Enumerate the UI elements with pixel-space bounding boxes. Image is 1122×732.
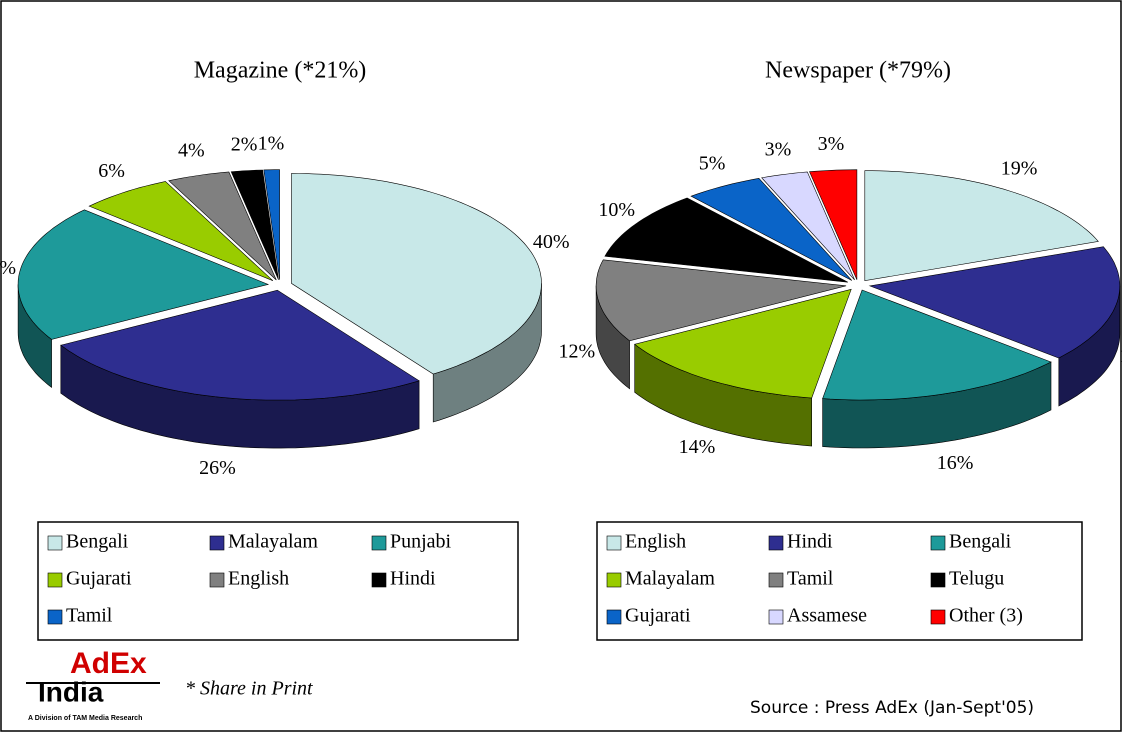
slice-top [17, 209, 270, 340]
data-label: 6% [98, 160, 125, 182]
slice-top [809, 169, 858, 280]
legend-label: English [228, 568, 289, 590]
slice-top [761, 171, 855, 281]
data-label: 19% [1001, 157, 1038, 179]
footnote: * Share in Print [185, 678, 313, 700]
legend-label: Malayalam [625, 568, 715, 590]
data-label: 1% [258, 133, 285, 155]
data-label: 16% [937, 452, 974, 474]
legend-swatch [606, 609, 622, 625]
data-label: 3% [818, 133, 845, 155]
logo-name: AdEx [70, 647, 147, 680]
legend-label: Malayalam [228, 531, 318, 553]
legend-swatch [47, 535, 63, 551]
legend-swatch [768, 572, 784, 588]
legend-swatch [930, 572, 946, 588]
data-label: 20% [0, 257, 16, 279]
data-label: 5% [699, 152, 726, 174]
slice [864, 170, 1099, 282]
data-label: 14% [679, 436, 716, 458]
legend-swatch [768, 535, 784, 551]
legend-swatch [930, 535, 946, 551]
legend-label: Assamese [787, 605, 867, 627]
legend-label: Bengali [949, 531, 1012, 553]
legend-label: English [625, 531, 686, 553]
slice [809, 169, 858, 280]
legend-swatch [371, 572, 387, 588]
chart-title: Magazine (*21%) [194, 58, 367, 84]
slice-top [822, 289, 1052, 401]
legend-swatch [606, 572, 622, 588]
slice-top [595, 259, 847, 342]
slice-top [690, 177, 853, 281]
slice [690, 177, 853, 281]
data-label: 17% [1119, 345, 1122, 367]
legend-swatch [371, 535, 387, 551]
slice [595, 259, 847, 390]
slice [17, 209, 270, 389]
slice [604, 197, 848, 283]
data-label: 2% [231, 134, 258, 156]
source: Source : Press AdEx (Jan-Sept'05) [750, 698, 1034, 718]
slice [761, 171, 855, 281]
legend-swatch [47, 609, 63, 625]
slice [263, 169, 280, 280]
legend-box [37, 521, 519, 641]
slice [168, 171, 277, 281]
logo-sub: India [38, 676, 104, 707]
legend-label: Tamil [66, 605, 113, 627]
legend-label: Tamil [787, 568, 834, 590]
data-label: 12% [559, 341, 596, 363]
slice [291, 173, 542, 423]
data-label: 10% [598, 199, 635, 221]
slice-top [604, 197, 848, 283]
slice [822, 289, 1052, 449]
slice-top [88, 181, 274, 281]
slice [88, 181, 274, 281]
slice [634, 288, 852, 447]
slice-top [230, 169, 279, 280]
legend-label: Gujarati [66, 568, 132, 590]
legend-label: Hindi [787, 531, 833, 553]
data-label: 3% [765, 138, 792, 160]
legend-label: Other (3) [949, 605, 1023, 627]
slice-top [291, 173, 542, 375]
data-label: 26% [199, 457, 236, 479]
slice [868, 246, 1121, 407]
slice [60, 289, 420, 449]
legend-swatch [209, 535, 225, 551]
legend-label: Bengali [66, 531, 129, 553]
legend-swatch [47, 572, 63, 588]
legend-swatch [768, 609, 784, 625]
slice-top [60, 289, 420, 401]
legend-label: Punjabi [390, 531, 452, 553]
legend-swatch [606, 535, 622, 551]
legend-label: Telugu [949, 568, 1004, 590]
legend-box [596, 521, 1083, 641]
legend-swatch [209, 572, 225, 588]
slice-top [263, 169, 280, 280]
logo-tagline: A Division of TAM Media Research [28, 715, 142, 722]
data-label: 40% [533, 231, 570, 253]
slice-top [864, 170, 1099, 282]
legend-label: Gujarati [625, 605, 691, 627]
slice-top [168, 171, 277, 281]
data-label: 4% [178, 140, 205, 162]
chart-title: Newspaper (*79%) [765, 58, 951, 84]
slice-top [868, 246, 1121, 359]
legend-label: Hindi [390, 568, 436, 590]
slice-top [634, 288, 852, 399]
legend-swatch [930, 609, 946, 625]
slice [230, 169, 279, 280]
